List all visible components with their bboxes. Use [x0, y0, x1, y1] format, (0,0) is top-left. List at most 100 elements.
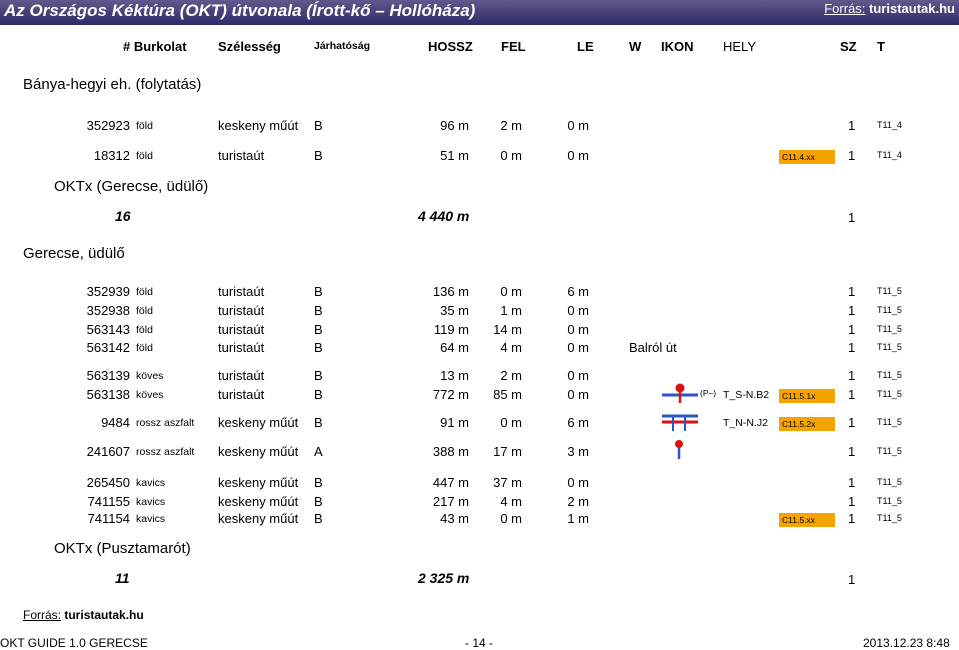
row-width: turistaút — [218, 387, 265, 402]
row-sz: 1 — [848, 415, 856, 430]
total-sz: 1 — [848, 210, 856, 225]
row-t: T11_5 — [877, 477, 902, 487]
source-top: Forrás: turistautak.hu — [824, 1, 955, 16]
trail-sign-icon — [675, 440, 683, 459]
row-t: T11_5 — [877, 389, 902, 399]
footer-page: - 14 - — [465, 636, 494, 650]
total-count: 16 — [115, 208, 131, 224]
trail-sign-icon — [662, 383, 698, 403]
col-sz: SZ — [840, 39, 857, 54]
col-hely: HELY — [723, 39, 756, 54]
row-width: keskeny műút — [218, 494, 299, 509]
row-length: 51 m — [440, 148, 469, 163]
row-ascent: 2 m — [500, 118, 522, 133]
row-descent: 0 m — [567, 368, 589, 383]
row-id: 741155 — [87, 494, 130, 509]
section-gerecse: Gerecse, üdülő — [23, 245, 125, 262]
row-length: 91 m — [440, 415, 469, 430]
row-id: 352938 — [86, 303, 130, 318]
col-szelesseg: Szélesség — [218, 39, 281, 54]
row-ascent: 37 m — [493, 475, 522, 490]
row-width: keskeny műút — [218, 444, 299, 459]
row-surface: föld — [136, 342, 153, 354]
row-ascent: 17 m — [493, 444, 522, 459]
row-sz: 1 — [848, 494, 856, 509]
row-descent: 0 m — [567, 387, 589, 402]
row-place: T_S-N.B2 — [723, 389, 770, 401]
row-sz: 1 — [848, 368, 856, 383]
row-sz: 1 — [848, 340, 856, 355]
footer-source-link[interactable]: turistautak.hu — [64, 608, 144, 622]
location-code-badge: C11.4.xx — [779, 150, 835, 164]
row-sz: 1 — [848, 511, 856, 526]
section-banya: Bánya-hegyi eh. (folytatás) — [23, 76, 202, 93]
row-length: 388 m — [432, 444, 469, 459]
row-surface: föld — [136, 120, 153, 132]
row-ascent: 0 m — [500, 148, 522, 163]
row-length: 64 m — [440, 340, 469, 355]
row-t: T11_5 — [877, 417, 902, 427]
col-t: T — [877, 39, 885, 54]
row-sz: 1 — [848, 444, 856, 459]
row-descent: 3 m — [567, 444, 589, 459]
row-passability: B — [314, 494, 323, 509]
row-passability: B — [314, 303, 323, 318]
row-surface: kavics — [136, 477, 166, 489]
title-bar — [0, 0, 959, 25]
row-width: turistaút — [218, 322, 265, 337]
source-link[interactable]: turistautak.hu — [869, 1, 955, 16]
row-ascent: 0 m — [500, 415, 522, 430]
col-burkolat: # Burkolat — [123, 39, 187, 54]
location-code-badge: C11.5.2x — [779, 417, 835, 431]
row-id: 265450 — [86, 475, 130, 490]
row-t: T11_5 — [877, 342, 902, 352]
row-t: T11_4 — [877, 120, 902, 130]
page-title: Az Országos Kéktúra (OKT) útvonala (Írot… — [4, 1, 476, 20]
row-length: 119 m — [433, 322, 469, 337]
footer-date: 2013.12.23 8:48 — [863, 636, 950, 650]
col-ikon: IKON — [661, 39, 694, 54]
total-length: 2 325 m — [418, 570, 470, 586]
row-width: turistaút — [218, 340, 265, 355]
total-length: 4 440 m — [418, 208, 470, 224]
row-length: 447 m — [432, 475, 469, 490]
row-ascent: 4 m — [500, 340, 522, 355]
row-id: 352923 — [86, 118, 130, 133]
row-length: 13 m — [440, 368, 469, 383]
row-id: 563139 — [86, 368, 130, 383]
col-w: W — [629, 39, 642, 54]
row-id: 241607 — [86, 444, 130, 459]
row-id: 741154 — [87, 511, 130, 526]
row-passability: B — [314, 148, 323, 163]
section-oktx-pusztamarot: OKTx (Pusztamarót) — [54, 540, 191, 557]
row-t: T11_5 — [877, 324, 902, 334]
footer-source-label: Forrás: — [23, 608, 62, 622]
row-width: keskeny műút — [218, 475, 299, 490]
row-passability: B — [314, 475, 323, 490]
row-ascent: 14 m — [493, 322, 522, 337]
row-passability: A — [314, 444, 323, 459]
col-le: LE — [577, 39, 594, 54]
col-fel: FEL — [501, 39, 526, 54]
row-surface: köves — [136, 389, 164, 401]
trail-sign-icon — [662, 414, 698, 431]
row-ascent: 1 m — [500, 303, 522, 318]
row-sz: 1 — [848, 475, 856, 490]
row-t: T11_5 — [877, 370, 902, 380]
row-surface: föld — [136, 305, 153, 317]
row-descent: 0 m — [567, 118, 589, 133]
row-id: 18312 — [93, 148, 130, 163]
row-passability: B — [314, 511, 323, 526]
row-sz: 1 — [848, 118, 856, 133]
row-passability: B — [314, 340, 323, 355]
row-t: T11_5 — [877, 286, 902, 296]
row-descent: 0 m — [567, 322, 589, 337]
row-length: 96 m — [440, 118, 469, 133]
col-hossz: HOSSZ — [428, 39, 473, 54]
section-oktx-gerecse: OKTx (Gerecse, üdülő) — [54, 178, 209, 195]
row-length: 136 m — [432, 284, 469, 299]
row-sz: 1 — [848, 387, 856, 402]
row-length: 35 m — [440, 303, 469, 318]
row-sz: 1 — [848, 284, 856, 299]
row-t: T11_5 — [877, 305, 902, 315]
